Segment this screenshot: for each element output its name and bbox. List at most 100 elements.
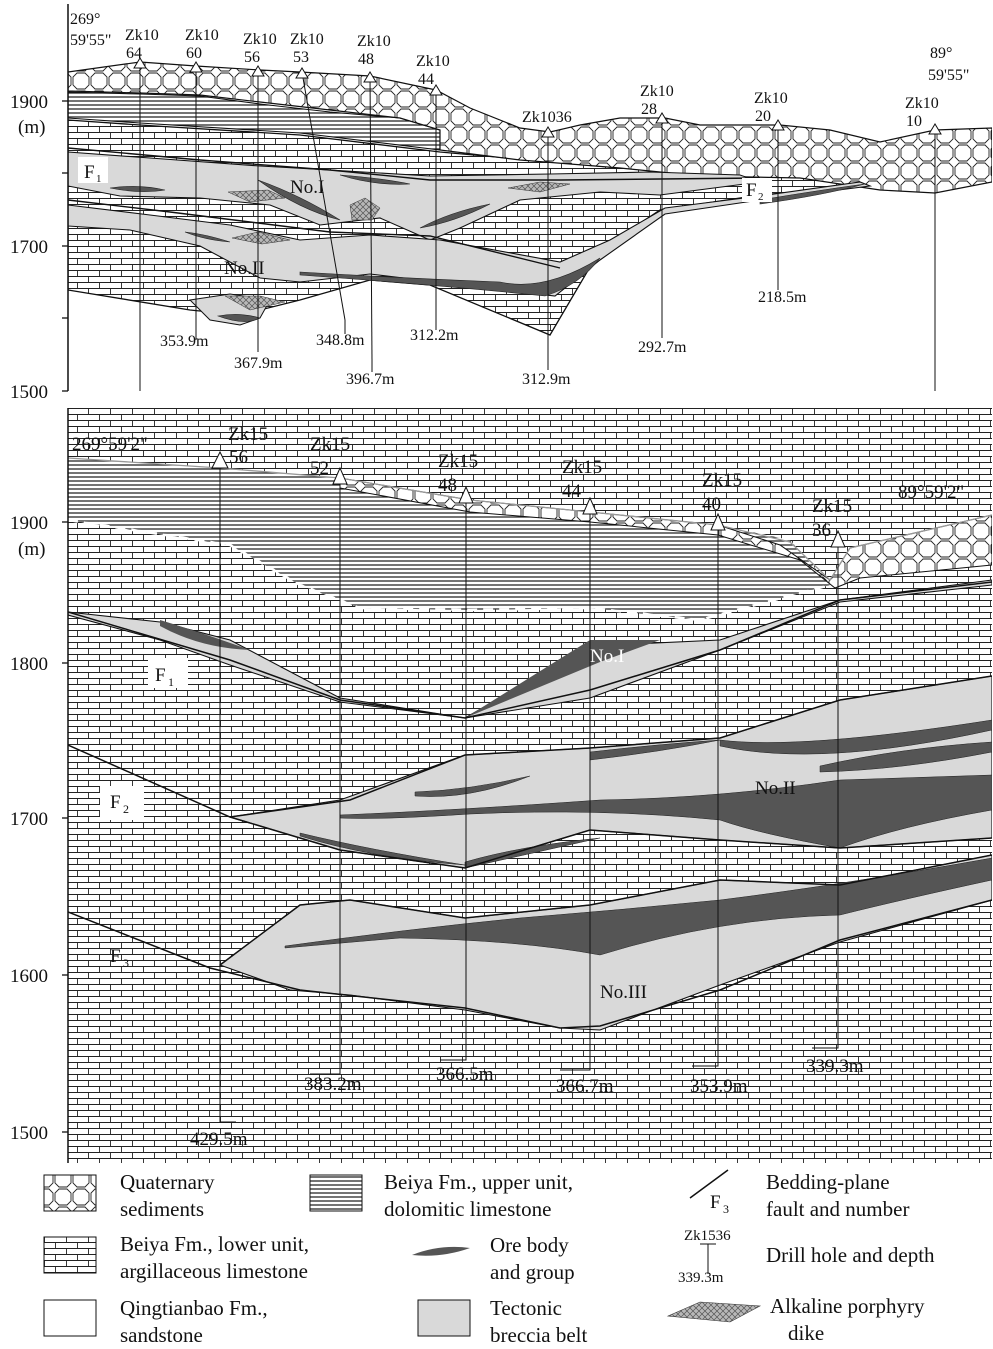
top-hole-9-a: Zk10 bbox=[754, 90, 788, 107]
bottom-hole-3-a: Zk15 bbox=[438, 451, 478, 472]
top-hole-5-a: Zk10 bbox=[357, 33, 391, 50]
bottom-hole-1-b: 56 bbox=[229, 447, 248, 468]
top-drill-holes bbox=[133, 57, 942, 391]
top-right-azimuth-a: 89° bbox=[930, 45, 952, 62]
legend-dike-b: dike bbox=[788, 1321, 824, 1345]
legend-drill-label: Drill hole and depth bbox=[766, 1243, 935, 1267]
top-section bbox=[62, 4, 992, 392]
top-hole-1-a: Zk10 bbox=[125, 27, 159, 44]
legend-ore-a: Ore body bbox=[490, 1233, 569, 1257]
bottom-hole-5-a: Zk15 bbox=[702, 470, 742, 491]
top-depth-3: 367.9m bbox=[234, 355, 283, 372]
top-hole-8-b: 28 bbox=[641, 101, 657, 118]
legend-lower-a: Beiya Fm., lower unit, bbox=[120, 1232, 309, 1256]
legend-drill-swatch bbox=[700, 1243, 716, 1274]
top-hole-3-a: Zk10 bbox=[243, 31, 277, 48]
top-depth-8: 292.7m bbox=[638, 339, 687, 356]
top-hole-2-b: 60 bbox=[186, 45, 202, 62]
legend-fault-b: fault and number bbox=[766, 1197, 909, 1221]
top-hole-1-b: 64 bbox=[126, 45, 142, 62]
top-right-azimuth-b: 59'55" bbox=[928, 67, 969, 84]
top-depth-9: 218.5m bbox=[758, 289, 807, 306]
bottom-depth-5: 353.9m bbox=[690, 1076, 748, 1097]
legend-fault-swatch bbox=[689, 1169, 729, 1199]
top-fault-f2: F bbox=[746, 180, 757, 201]
bottom-hole-6-a: Zk15 bbox=[812, 496, 852, 517]
top-hole-4-b: 53 bbox=[293, 49, 309, 66]
top-hole-4-a: Zk10 bbox=[290, 31, 324, 48]
top-left-azimuth-a: 269° bbox=[70, 11, 100, 28]
top-hole-2-a: Zk10 bbox=[185, 27, 219, 44]
top-depth-4: 348.8m bbox=[316, 332, 365, 349]
bottom-fault-f1: F bbox=[155, 665, 166, 686]
bottom-tick-1800: 1800 bbox=[10, 654, 48, 675]
legend-fault-a: Bedding-plane bbox=[766, 1170, 890, 1194]
bottom-hole-2-b: 52 bbox=[310, 458, 329, 479]
bottom-tick-1600: 1600 bbox=[10, 966, 48, 987]
bottom-section-labels: 269°59'2" 89°59'2" 1900 (m) 1800 1700 16… bbox=[10, 424, 964, 1150]
bottom-drill-holes bbox=[211, 450, 846, 1110]
top-hole-5-b: 48 bbox=[358, 51, 374, 68]
bottom-tick-1500: 1500 bbox=[10, 1123, 48, 1144]
legend-drill-name: Zk1536 bbox=[684, 1228, 731, 1244]
top-fault-f1: F bbox=[84, 162, 95, 183]
bottom-hole-6-b: 36 bbox=[812, 520, 831, 541]
bottom-depth-1: 429.5m bbox=[190, 1129, 248, 1150]
top-hole-6-b: 44 bbox=[418, 71, 434, 88]
legend-ore-b: and group bbox=[490, 1260, 575, 1284]
legend-lower-swatch bbox=[43, 1236, 97, 1274]
legend-sand-swatch bbox=[43, 1299, 97, 1337]
legend-quaternary-swatch bbox=[43, 1174, 97, 1212]
top-tick-1900: 1900 bbox=[10, 92, 48, 113]
legend-ore-swatch bbox=[412, 1246, 470, 1256]
legend-labels: Quaternary sediments Beiya Fm., upper un… bbox=[120, 1170, 935, 1347]
bottom-fault-f1-sub: 1 bbox=[168, 675, 174, 689]
legend-sand-b: sandstone bbox=[120, 1323, 203, 1347]
top-fault-f1-sub: 1 bbox=[96, 173, 102, 185]
bottom-ore-group-3: No.III bbox=[600, 982, 647, 1003]
bottom-depth-4: 366.7m bbox=[556, 1076, 614, 1097]
bottom-upper-unit bbox=[68, 458, 830, 620]
top-fault-f2-sub: 2 bbox=[758, 191, 764, 203]
bottom-section bbox=[62, 408, 992, 1163]
top-tick-1700: 1700 bbox=[10, 237, 48, 258]
legend-upper-swatch bbox=[309, 1174, 363, 1212]
top-depth-2: 353.9m bbox=[160, 333, 209, 350]
legend-breccia-swatch bbox=[417, 1299, 471, 1337]
legend-fault-symbol-sub: 3 bbox=[723, 1202, 729, 1216]
bottom-right-azimuth: 89°59'2" bbox=[898, 482, 964, 503]
bottom-hole-1-a: Zk15 bbox=[228, 424, 268, 445]
legend-upper-a: Beiya Fm., upper unit, bbox=[384, 1170, 573, 1194]
top-depth-7: 312.9m bbox=[522, 371, 571, 388]
top-depth-6: 312.2m bbox=[410, 327, 459, 344]
bottom-hole-5-b: 40 bbox=[702, 494, 721, 515]
bottom-hole-3-b: 48 bbox=[438, 475, 457, 496]
bottom-fault-f3-sub: 3 bbox=[123, 956, 129, 970]
bottom-hole-4-a: Zk15 bbox=[562, 457, 602, 478]
legend-fault-symbol: F bbox=[710, 1192, 721, 1213]
legend-swatches bbox=[43, 1169, 762, 1337]
bottom-strata bbox=[68, 408, 992, 1163]
top-hole-7-a: Zk1036 bbox=[522, 109, 572, 126]
bottom-left-azimuth: 269°59'2" bbox=[72, 434, 148, 455]
bottom-depth-3: 366.5m bbox=[436, 1064, 494, 1085]
top-section-labels: 269° 59'55" 89° 59'55" 1900 (m) 1700 150… bbox=[10, 11, 969, 403]
legend-quaternary-a: Quaternary bbox=[120, 1170, 215, 1194]
legend-drill-depth: 339.3m bbox=[678, 1270, 724, 1286]
legend-upper-b: dolomitic limestone bbox=[384, 1197, 551, 1221]
legend-lower-b: argillaceous limestone bbox=[120, 1259, 308, 1283]
bottom-tick-1900: 1900 bbox=[10, 513, 48, 534]
legend-dike-swatch bbox=[666, 1301, 762, 1323]
bottom-hole-4-b: 44 bbox=[562, 481, 582, 502]
legend-sand-a: Qingtianbao Fm., bbox=[120, 1296, 268, 1320]
bottom-depth-6: 339.3m bbox=[806, 1056, 864, 1077]
legend-breccia-a: Tectonic bbox=[490, 1296, 562, 1320]
bottom-tick-1700: 1700 bbox=[10, 809, 48, 830]
top-porphyry-dikes bbox=[224, 181, 571, 311]
top-hole-10-b: 10 bbox=[906, 113, 922, 130]
bottom-ore-group-1: No.I bbox=[590, 646, 624, 667]
legend-dike-a: Alkaline porphyry bbox=[770, 1294, 925, 1318]
legend-quaternary-b: sediments bbox=[120, 1197, 204, 1221]
top-hole-3-b: 56 bbox=[244, 49, 260, 66]
